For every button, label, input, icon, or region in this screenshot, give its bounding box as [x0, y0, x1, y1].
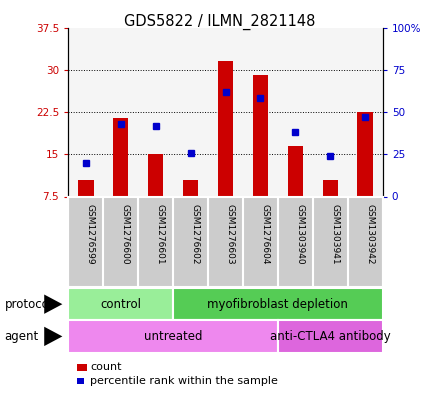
Bar [68, 288, 173, 320]
Bar [148, 154, 163, 196]
Bar [218, 61, 233, 196]
Text: GSM1276603: GSM1276603 [226, 204, 235, 264]
Bar [288, 146, 303, 196]
Text: anti-CTLA4 antibody: anti-CTLA4 antibody [270, 330, 391, 343]
Text: count: count [90, 362, 122, 373]
Polygon shape [44, 294, 62, 314]
Text: GSM1303942: GSM1303942 [365, 204, 374, 264]
Bar [113, 118, 128, 196]
Text: agent: agent [4, 330, 39, 343]
Text: myofibroblast depletion: myofibroblast depletion [208, 298, 348, 311]
Text: GSM1276600: GSM1276600 [121, 204, 130, 264]
Polygon shape [44, 327, 62, 346]
Text: GDS5822 / ILMN_2821148: GDS5822 / ILMN_2821148 [125, 14, 315, 30]
Text: GSM1303940: GSM1303940 [295, 204, 304, 264]
Bar [323, 180, 338, 196]
Bar [278, 320, 383, 353]
Bar [173, 288, 383, 320]
Text: percentile rank within the sample: percentile rank within the sample [90, 376, 278, 386]
Text: protocol: protocol [4, 298, 52, 311]
Text: control: control [100, 298, 141, 311]
Text: GSM1303941: GSM1303941 [330, 204, 339, 264]
Bar [183, 180, 198, 196]
Text: GSM1276599: GSM1276599 [86, 204, 95, 264]
Bar [78, 180, 94, 196]
Bar [357, 112, 373, 196]
Text: untreated: untreated [144, 330, 202, 343]
Text: GSM1276601: GSM1276601 [156, 204, 165, 264]
Text: GSM1276604: GSM1276604 [260, 204, 269, 264]
Text: GSM1276602: GSM1276602 [191, 204, 200, 264]
Bar [253, 75, 268, 196]
Bar [68, 320, 278, 353]
